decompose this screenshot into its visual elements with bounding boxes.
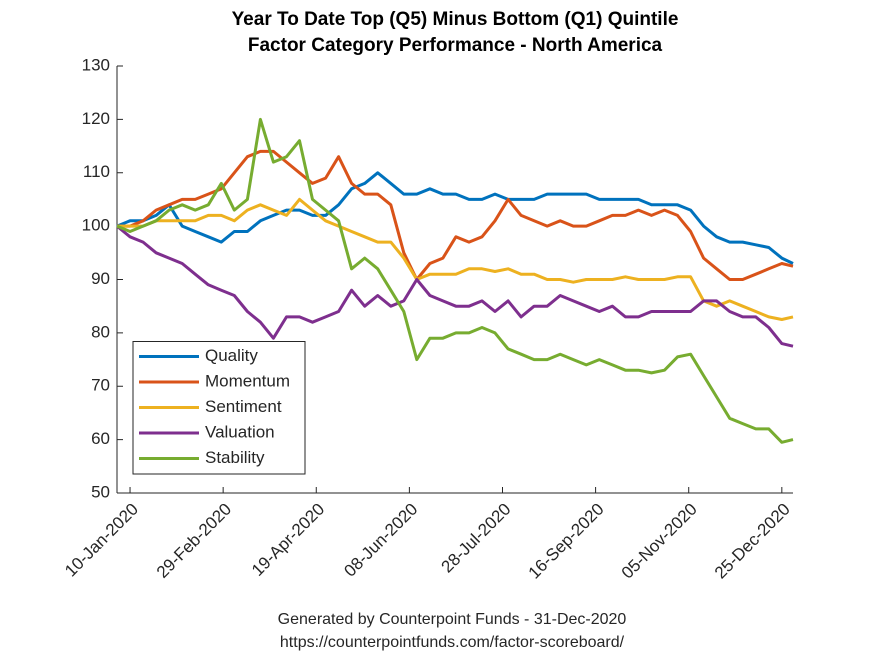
y-tick-label: 60 <box>91 429 110 448</box>
footer: Generated by Counterpoint Funds - 31-Dec… <box>278 611 627 628</box>
y-tick-label: 110 <box>83 162 110 181</box>
series-line <box>116 171 794 265</box>
footer: https://counterpointfunds.com/factor-sco… <box>280 634 625 651</box>
series-line <box>117 149 794 281</box>
y-tick-label: 130 <box>82 55 110 74</box>
legend-label: Stability <box>205 448 265 467</box>
y-tick-label: 50 <box>91 482 110 501</box>
series-line <box>116 117 794 444</box>
legend-label: Valuation <box>205 422 275 441</box>
series-line <box>116 224 794 348</box>
chart-title: Year To Date Top (Q5) Minus Bottom (Q1) … <box>232 9 679 30</box>
legend: Quality Momentum Sentiment Valuation Stabili… <box>132 341 306 475</box>
y-tick-label: 70 <box>91 376 110 395</box>
y-tick-label: 80 <box>91 322 110 341</box>
series-line <box>117 197 794 321</box>
y-tick-label: 90 <box>91 269 110 288</box>
y-tick-label: 100 <box>82 216 110 235</box>
legend-label: Sentiment <box>205 397 282 416</box>
y-tick-label: 120 <box>82 109 110 128</box>
legend-label: Momentum <box>205 371 290 390</box>
chart-title: Factor Category Performance - North Amer… <box>248 35 663 56</box>
legend-label: Quality <box>205 346 258 365</box>
